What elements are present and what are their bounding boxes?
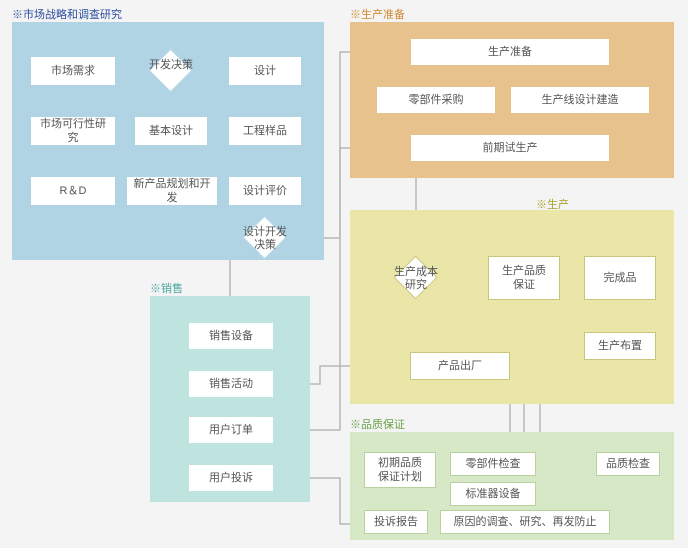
section-label-prep: ※生产准备 [350, 6, 405, 22]
node-pilot_prod: 前期试生产 [410, 134, 610, 162]
node-eng_sample: 工程样品 [228, 116, 302, 146]
node-prod_prep: 生产准备 [410, 38, 610, 66]
diamond-dev_decision: 开发决策 [149, 49, 193, 93]
node-finished: 完成品 [584, 256, 656, 300]
node-parts_check: 零部件检查 [450, 452, 536, 476]
node-new_product: 新产品规划和开发 [126, 176, 218, 206]
node-cause_inv: 原因的调查、研究、再发防止 [440, 510, 610, 534]
node-sales_equip: 销售设备 [188, 322, 274, 350]
node-design: 设计 [228, 56, 302, 86]
diamond-cost_study: 生产成本 研究 [394, 256, 438, 300]
section-label-strategy: ※市场战略和调查研究 [12, 6, 122, 22]
node-market_demand: 市场需求 [30, 56, 116, 86]
node-feasibility: 市场可行性研究 [30, 116, 116, 146]
node-sales_act: 销售活动 [188, 370, 274, 398]
section-label-qa: ※品质保证 [350, 416, 405, 432]
diamond-design_dev: 设计开发 决策 [243, 216, 287, 260]
node-line_build: 生产线设计建造 [510, 86, 650, 114]
node-rnd: R＆D [30, 176, 116, 206]
node-qa_guarantee: 生产品质 保证 [488, 256, 560, 300]
node-prod_out: 产品出厂 [410, 352, 510, 380]
node-init_qa_plan: 初期品质 保证计划 [364, 452, 436, 488]
node-prod_layout: 生产布置 [584, 332, 656, 360]
section-label-sales: ※销售 [150, 280, 183, 296]
node-std_equip: 标准器设备 [450, 482, 536, 506]
node-basic_design: 基本设计 [134, 116, 208, 146]
node-user_order: 用户订单 [188, 416, 274, 444]
panel-prod [350, 210, 674, 404]
node-quality_check: 品质检查 [596, 452, 660, 476]
node-parts_procure: 零部件采购 [376, 86, 496, 114]
node-user_complaint: 用户投诉 [188, 464, 274, 492]
node-design_eval: 设计评价 [228, 176, 302, 206]
node-complaint_rpt: 投诉报告 [364, 510, 428, 534]
